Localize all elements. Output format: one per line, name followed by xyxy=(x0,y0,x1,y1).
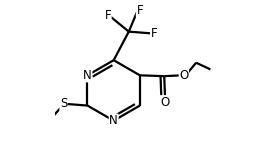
Text: F: F xyxy=(151,27,157,40)
Text: F: F xyxy=(105,9,111,22)
Text: S: S xyxy=(60,97,67,110)
Text: N: N xyxy=(109,114,118,127)
Text: O: O xyxy=(179,69,189,82)
Text: N: N xyxy=(83,69,92,82)
Text: F: F xyxy=(136,4,143,17)
Text: O: O xyxy=(160,96,170,109)
